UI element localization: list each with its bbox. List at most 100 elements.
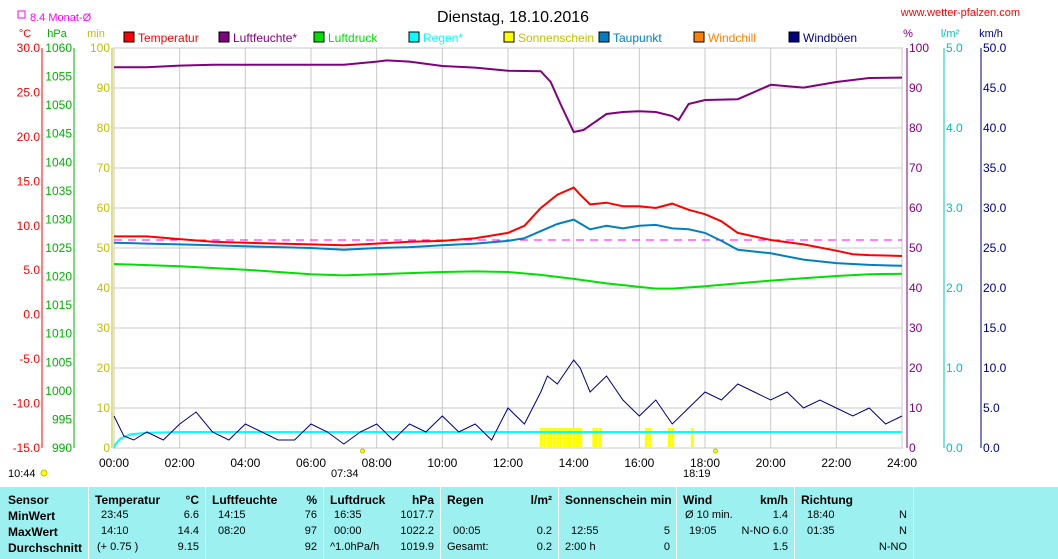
- sunset-label: 18:19: [683, 468, 711, 480]
- direction-max-value: N: [899, 525, 907, 537]
- humidity-tick: 0: [909, 441, 916, 455]
- legend-label: Luftfeuchte*: [233, 31, 297, 45]
- temperature-unit: °C: [185, 493, 199, 507]
- sunshine-bar: [556, 428, 560, 448]
- wind-tick: 35.0: [983, 161, 1007, 175]
- temperature-tick: -10.0: [13, 397, 41, 411]
- temperature-min-time: 23:45: [101, 509, 129, 521]
- sunshine-total-hours: 2:00 h: [565, 541, 596, 553]
- pressure-tick: 1010: [45, 327, 72, 341]
- daylength-label: 10:44: [8, 468, 36, 480]
- series-taupunkt: [113, 218, 903, 267]
- wind-tick: 30.0: [983, 201, 1007, 215]
- sunshine-tick: 0: [103, 441, 110, 455]
- rain-max-time: 00:05: [453, 525, 481, 537]
- rain-tick: 5.0: [946, 41, 963, 55]
- temperature-tick: 10.0: [17, 219, 41, 233]
- direction-min-time: 18:40: [807, 509, 835, 521]
- series-luftdruck: [113, 263, 903, 290]
- rain-header: Regen: [447, 493, 484, 507]
- sunshine-bar: [579, 428, 583, 448]
- temperature-tick: -15.0: [13, 441, 41, 455]
- humidity-tick: 100: [909, 41, 929, 55]
- legend-label: Taupunkt: [613, 31, 662, 45]
- sunshine-tick: 70: [97, 161, 111, 175]
- axis-unit-rain: l/m²: [941, 28, 960, 40]
- sun-icon: [40, 469, 48, 477]
- sunshine-tick: 90: [97, 81, 111, 95]
- sunshine-bar: [569, 428, 573, 448]
- sunshine-tick: 60: [97, 201, 111, 215]
- sunshine-bar: [598, 428, 602, 448]
- x-tick-label: 20:00: [756, 456, 786, 470]
- sunrise-marker: [360, 448, 366, 454]
- humidity-tick: 20: [909, 361, 923, 375]
- rain-tick: 1.0: [946, 361, 963, 375]
- sunshine-tick: 40: [97, 281, 111, 295]
- wind-max-value: N-NO 6.0: [741, 525, 788, 537]
- statistics-table: Sensor MinWert MaxWert Durchschnitt Temp…: [0, 487, 1058, 559]
- humidity-tick: 50: [909, 241, 923, 255]
- axis-unit-temperature: °C: [19, 28, 31, 40]
- pressure-tick: 1020: [45, 270, 72, 284]
- humidity-tick: 40: [909, 281, 923, 295]
- sunshine-bar: [671, 428, 675, 448]
- chart-title: Dienstag, 18.10.2016: [437, 9, 589, 26]
- legend-swatch: [123, 31, 135, 43]
- axis-unit-humidity: %: [903, 28, 913, 40]
- weather-chart: Dienstag, 18.10.2016 www.wetter-pfalzen.c…: [8, 7, 1020, 480]
- x-tick-label: 18:00: [690, 456, 720, 470]
- wind-tick: 15.0: [983, 321, 1007, 335]
- sunshine-bar: [648, 428, 652, 448]
- legend-swatch: [693, 31, 705, 43]
- legend-swatch: [408, 31, 420, 43]
- wind-tick: 20.0: [983, 281, 1007, 295]
- pressure-tick: 1025: [45, 241, 72, 255]
- humidity-max-time: 08:20: [218, 525, 246, 537]
- x-tick-label: 16:00: [624, 456, 654, 470]
- wind-tick: 40.0: [983, 121, 1007, 135]
- sunshine-tick: 80: [97, 121, 111, 135]
- pressure-trend: ^1.0hPa/h: [330, 541, 380, 553]
- sunshine-tick: 50: [97, 241, 111, 255]
- sensor-max-label: MaxWert: [8, 525, 58, 539]
- temperature-max-value: 14.4: [177, 525, 199, 537]
- temperature-trend: (+ 0.75 ): [97, 541, 139, 553]
- x-tick-label: 08:00: [362, 456, 392, 470]
- monthly-avg-label: 8.4 Monat-Ø: [30, 12, 92, 24]
- sunrise-label: 07:34: [331, 468, 359, 480]
- temperature-tick: 5.0: [23, 263, 40, 277]
- humidity-tick: 10: [909, 401, 923, 415]
- legend-swatch: [598, 31, 610, 43]
- legend-label: Sonnenschein: [518, 31, 594, 45]
- wind-max-time: 19:05: [689, 525, 717, 537]
- temperature-tick: 20.0: [17, 130, 41, 144]
- direction-avg-value: N-NO: [878, 541, 907, 553]
- sunshine-bar: [690, 428, 694, 448]
- humidity-tick: 60: [909, 201, 923, 215]
- pressure-tick: 1035: [45, 184, 72, 198]
- temperature-max-time: 14:10: [101, 525, 129, 537]
- wind-tick: 5.0: [983, 401, 1000, 415]
- humidity-min-value: 76: [304, 509, 317, 521]
- wind-tick: 50.0: [983, 41, 1007, 55]
- pressure-unit: hPa: [411, 493, 434, 507]
- sunset-marker: [713, 448, 719, 454]
- axis-unit-wind: km/h: [979, 28, 1003, 40]
- pressure-min-time: 16:35: [334, 509, 362, 521]
- x-tick-label: 10:00: [427, 456, 457, 470]
- series-windben: [113, 359, 903, 445]
- humidity-header: Luftfeuchte: [212, 493, 278, 507]
- col-direction: Richtung 18:40 N 01:35 N N-NO: [795, 487, 914, 559]
- source-url: www.wetter-pfalzen.com: [900, 7, 1020, 19]
- temperature-header: Temperatur: [95, 493, 161, 507]
- sunshine-bar: [667, 428, 671, 448]
- col-rain: Regen l/m² 00:05 0.2 Gesamt: 0.2: [441, 487, 559, 559]
- temperature-min-value: 6.6: [183, 509, 199, 521]
- temperature-tick: 0.0: [23, 308, 40, 322]
- legend-swatch: [313, 31, 325, 43]
- pressure-tick: 1050: [45, 98, 72, 112]
- rain-tick: 0.0: [946, 441, 963, 455]
- pressure-tick: 1005: [45, 355, 72, 369]
- axis-unit-sunshine: min: [87, 28, 105, 40]
